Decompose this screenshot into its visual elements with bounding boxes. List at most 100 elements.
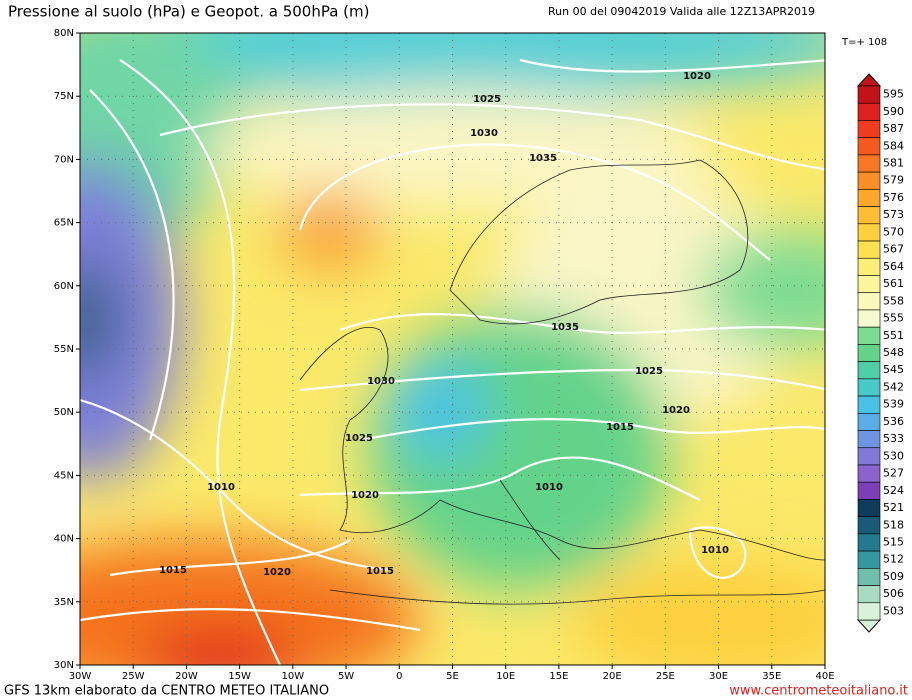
colorbar-cell: [857, 292, 881, 311]
isobar-label: 1020: [351, 490, 379, 501]
isobar-label: 1010: [701, 545, 729, 556]
colorbar-label: 581: [883, 157, 904, 170]
lon-label: 35E: [762, 671, 781, 682]
colorbar-label: 573: [883, 208, 904, 221]
lon-label: 25E: [656, 671, 675, 682]
colorbar-label: 567: [883, 243, 904, 256]
lon-label: 10W: [282, 671, 305, 682]
colorbar-label: 518: [883, 518, 904, 531]
colorbar-label: 533: [883, 432, 904, 445]
colorbar-label: 536: [883, 415, 904, 428]
colorbar-cell: [857, 378, 881, 397]
colorbar-label: 564: [883, 260, 904, 273]
colorbar-cell: [857, 550, 881, 569]
colorbar-label: 527: [883, 467, 904, 480]
colorbar-cell: [857, 120, 881, 138]
colorbar-cell: [857, 464, 881, 483]
colorbar-cell: [857, 223, 881, 242]
colorbar-label: 579: [883, 174, 904, 187]
colorbar-cell: [857, 344, 881, 362]
isobar-label: 1030: [470, 128, 498, 139]
colorbar-cell: [857, 189, 881, 207]
colorbar-cell: [857, 430, 881, 449]
colorbar-label: 548: [883, 346, 904, 359]
field: 1020 1025 1030 1035 1035 1025 1030 1020 1015 1025…: [80, 33, 825, 665]
colorbar-label: 521: [883, 501, 904, 514]
isobars: [80, 58, 825, 665]
isobar-label: 1025: [635, 366, 663, 377]
footer-right: www.centrometeoitaliano.it: [729, 684, 908, 699]
colorbar-cell: [857, 240, 881, 259]
lon-label: 40E: [815, 671, 834, 682]
lat-label: 40N: [54, 534, 74, 545]
colorbar-cell: [857, 171, 881, 190]
isobar-label: 1010: [535, 482, 563, 493]
isobar-label: 1015: [366, 566, 394, 577]
colorbar-label: 555: [883, 312, 904, 325]
colorbar-cell: [857, 137, 881, 156]
colorbar-label: 558: [883, 294, 904, 307]
colorbar-cell: [857, 602, 881, 621]
lat-label: 70N: [54, 154, 74, 165]
colorbar-cell: [857, 102, 881, 121]
isobar-label: 1025: [345, 433, 373, 444]
lat-label: 65N: [54, 218, 74, 229]
colorbar-label: 503: [883, 604, 904, 617]
colorbar-label: 512: [883, 553, 904, 566]
isobar-label: 1035: [529, 153, 557, 164]
colorbar-cell: [857, 257, 881, 276]
lon-label: 15E: [549, 671, 568, 682]
colorbar-label: 584: [883, 139, 904, 152]
lon-label: 25W: [122, 671, 145, 682]
lat-label: 75N: [54, 91, 74, 102]
colorbar-label: 506: [883, 587, 904, 600]
colorbar-label: 539: [883, 398, 904, 411]
isobar-label: 1020: [263, 567, 291, 578]
colorbar-label: 561: [883, 277, 904, 290]
colorbar-label: 515: [883, 535, 904, 548]
isobar-labels: 1020 1025 1030 1035 1035 1025 1030 1020 1015 1025…: [159, 71, 729, 578]
colorbar-label: 524: [883, 484, 904, 497]
colorbar-cell: [857, 499, 881, 517]
lat-label: 50N: [54, 407, 74, 418]
graticule: [80, 33, 825, 665]
colorbar-cell: [857, 516, 881, 535]
colorbar-label: 509: [883, 570, 904, 583]
colorbar-label: 576: [883, 191, 904, 204]
isobar-label: 1020: [683, 71, 711, 82]
colorbar-cell: [857, 361, 881, 380]
colorbar-label: 530: [883, 449, 904, 462]
lon-label: 5E: [446, 671, 459, 682]
colorbar-label: 587: [883, 122, 904, 135]
colorbar-label: 590: [883, 105, 904, 118]
lon-label: 5W: [338, 671, 354, 682]
forecast-step: T=+ 108: [841, 37, 887, 48]
lon-label: 10E: [496, 671, 515, 682]
colorbar-label: 570: [883, 225, 904, 238]
lat-label: 35N: [54, 597, 74, 608]
field-blobs: [80, 33, 825, 665]
colorbar-arrow-top: [856, 73, 882, 87]
isobar-label: 1015: [606, 422, 634, 433]
footer-left: GFS 13km elaborato da CENTRO METEO ITALI…: [4, 684, 329, 699]
colorbar-cell: [857, 447, 881, 466]
isobar-label: 1010: [207, 482, 235, 493]
lat-label: 45N: [54, 470, 74, 481]
colorbar-label: 551: [883, 329, 904, 342]
isobar-label: 1030: [367, 376, 395, 387]
isobar-label: 1035: [551, 322, 579, 333]
colorbar-cell: [857, 85, 881, 104]
colorbar-cell: [857, 395, 881, 414]
isobar-label: 1025: [473, 94, 501, 105]
colorbar-cell: [857, 412, 881, 431]
lon-label: 30E: [709, 671, 728, 682]
colorbar-cell: [857, 275, 881, 294]
lat-label: 55N: [54, 344, 74, 355]
colorbar-cell: [857, 533, 881, 552]
colorbar-cell: [857, 568, 881, 586]
colorbar-arrow-bottom: [856, 619, 882, 633]
isobar-label: 1015: [159, 565, 187, 576]
lon-label: 15W: [228, 671, 251, 682]
